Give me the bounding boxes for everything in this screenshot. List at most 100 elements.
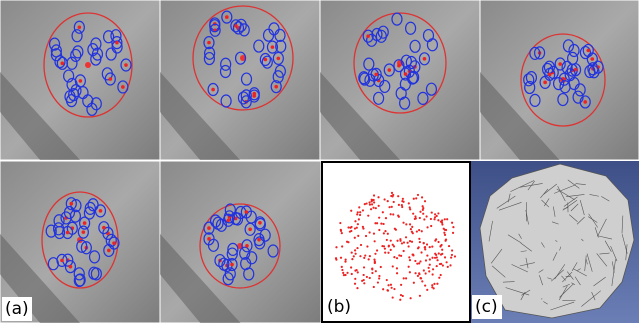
point (402, 241, 406, 244)
feature (539, 75, 551, 89)
point (418, 216, 421, 220)
point (424, 259, 428, 262)
feature (220, 57, 232, 71)
point (424, 284, 427, 287)
feature (232, 21, 245, 35)
feature-dot (60, 258, 64, 263)
feature-dot (274, 84, 278, 89)
feature (105, 47, 117, 61)
feature (72, 45, 84, 59)
feature-dot (211, 87, 215, 92)
feature-dot (230, 262, 234, 267)
feature (66, 56, 78, 70)
point (427, 266, 430, 269)
point (420, 251, 423, 254)
point (437, 252, 440, 255)
edge (576, 216, 585, 225)
point (410, 240, 414, 243)
point (398, 254, 401, 257)
point (416, 274, 420, 278)
point (409, 297, 412, 300)
point (449, 264, 452, 267)
point (453, 255, 457, 258)
point (367, 214, 370, 217)
edge (539, 275, 543, 286)
edge (621, 215, 624, 234)
feature (254, 236, 266, 250)
feature (568, 76, 580, 91)
feature-dot (590, 57, 595, 61)
point (424, 248, 427, 251)
point (373, 258, 376, 261)
point (423, 246, 426, 249)
point (428, 270, 431, 273)
mesh-edges (488, 179, 628, 311)
point (335, 246, 338, 249)
point (388, 206, 391, 209)
feature (63, 205, 76, 220)
fit-ellipse (43, 12, 133, 118)
feature (90, 267, 102, 281)
feature (533, 46, 546, 60)
feature (215, 218, 228, 232)
feature (77, 225, 89, 239)
point (433, 256, 437, 259)
point (377, 196, 380, 199)
point (335, 258, 338, 261)
feature (270, 80, 282, 94)
feature (227, 242, 239, 256)
point (376, 222, 379, 225)
feature (262, 28, 275, 42)
point (397, 215, 400, 218)
edge (540, 188, 549, 199)
feature (572, 90, 584, 104)
point (412, 281, 415, 284)
point (418, 273, 421, 276)
point (340, 265, 343, 269)
point (437, 212, 440, 215)
panel-label: (b) (327, 297, 351, 317)
point (352, 255, 355, 258)
point (387, 251, 390, 254)
point (368, 201, 371, 204)
edge (581, 290, 601, 307)
point (373, 261, 376, 264)
feature (203, 221, 215, 235)
point (395, 257, 399, 260)
point (357, 218, 360, 221)
point (404, 236, 408, 239)
feature-dot (586, 48, 591, 53)
fit-ellipse (199, 203, 281, 289)
point (378, 228, 381, 232)
point (363, 256, 366, 259)
point (433, 213, 437, 216)
point (356, 211, 359, 214)
point (354, 220, 357, 223)
feature (104, 72, 116, 86)
edge (581, 238, 584, 242)
point (402, 249, 405, 253)
fit-ellipse (353, 12, 447, 114)
point (406, 241, 409, 244)
point (359, 255, 362, 258)
point (368, 276, 371, 280)
edge (621, 234, 628, 254)
point (438, 276, 441, 279)
point (353, 236, 356, 239)
edge (562, 271, 573, 283)
feature-dot (422, 56, 427, 61)
point (415, 197, 418, 200)
point (397, 203, 400, 206)
feature (98, 221, 110, 235)
feature (248, 89, 260, 103)
point (373, 201, 376, 204)
feature (65, 197, 77, 211)
point (439, 244, 442, 248)
point (339, 221, 342, 225)
point (365, 275, 368, 279)
edge (510, 180, 535, 192)
point (353, 227, 357, 230)
point (379, 265, 382, 269)
point (392, 245, 396, 248)
panel-label: (a) (5, 299, 29, 319)
